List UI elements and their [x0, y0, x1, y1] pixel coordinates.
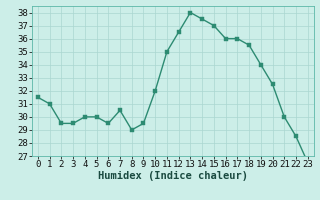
- X-axis label: Humidex (Indice chaleur): Humidex (Indice chaleur): [98, 171, 248, 181]
